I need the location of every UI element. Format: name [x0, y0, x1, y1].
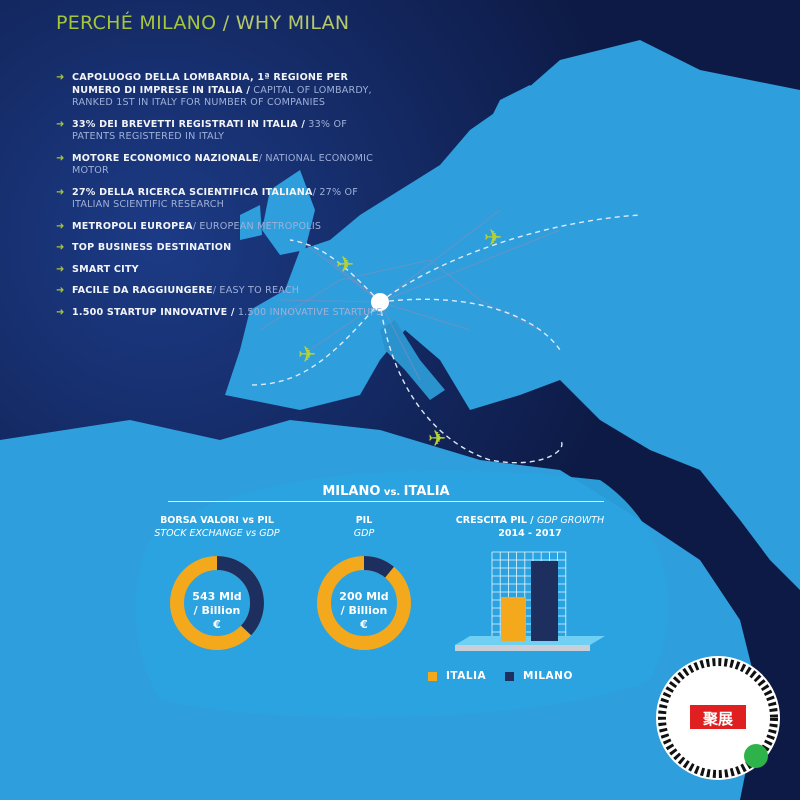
reason-item: ➜ 27% DELLA RICERCA SCIENTIFICA ITALIANA/…	[56, 186, 358, 211]
arrow-icon: ➜	[56, 72, 65, 83]
airplane-icons: ✈ ✈ ✈ ✈	[298, 226, 502, 452]
bar-italia	[501, 597, 526, 641]
bar-milano	[531, 561, 558, 641]
airplane-icon: ✈	[428, 427, 446, 452]
bar-chart-gdp-growth	[455, 551, 605, 651]
gdp-growth-caption: CRESCITA PIL / GDP GROWTH 2014 - 2017	[455, 515, 605, 539]
reason-item: ➜ 1.500 STARTUP INNOVATIVE / 1.500 INNOVA…	[56, 306, 383, 318]
gdp-caption: PIL GDP	[353, 515, 375, 539]
airplane-icon: ✈	[298, 343, 316, 368]
badge-text: 聚展	[702, 710, 733, 728]
legend-swatch	[505, 671, 514, 681]
arrow-icon: ➜	[56, 220, 65, 232]
arrow-icon: ➜	[56, 306, 65, 318]
legend-italia: ITALIA	[428, 670, 486, 682]
flight-routes	[249, 214, 641, 464]
reason-item: ➜ METROPOLI EUROPEA/ EUROPEAN METROPOLIS	[56, 220, 322, 232]
reason-item: ➜ TOP BUSINESS DESTINATION	[56, 242, 232, 253]
arrow-icon: ➜	[56, 186, 65, 198]
qr-badge	[656, 656, 780, 780]
donut-chart-gdp	[317, 556, 411, 650]
stock-exchange-caption: BORSA VALORI vs PIL STOCK EXCHANGE vs GDP	[154, 515, 280, 539]
arrow-icon: ➜	[56, 242, 65, 253]
arrow-icon: ➜	[56, 118, 65, 130]
section-title: MILANO vs. ITALIA	[168, 484, 604, 502]
milan-marker	[371, 293, 389, 311]
legend-milano: MILANO	[505, 670, 573, 682]
reason-item: ➜ 33% DEI BREVETTI REGISTRATI IN ITALIA /…	[56, 118, 347, 143]
stock-exchange-value: 543 Mld / Billion €	[192, 590, 242, 631]
arrow-icon: ➜	[56, 152, 65, 164]
reasons-list: ➜ CAPOLUOGO DELLA LOMBARDIA, 1ª REGIONE P…	[56, 72, 386, 328]
legend-swatch	[428, 671, 437, 681]
donut-milano-slice	[317, 556, 411, 650]
gdp-value: 200 Mld / Billion €	[339, 590, 389, 631]
donut-chart-stock-exchange	[170, 556, 264, 650]
reason-item: ➜ MOTORE ECONOMICO NAZIONALE/ NATIONAL EC…	[56, 152, 374, 177]
airplane-icon: ✈	[484, 226, 502, 251]
donut-milano-slice	[170, 556, 264, 650]
reason-item: ➜ FACILE DA RAGGIUNGERE/ EASY TO REACH	[56, 285, 300, 296]
arrow-icon: ➜	[56, 285, 65, 296]
arrow-icon: ➜	[56, 263, 65, 275]
page-title: PERCHÉ MILANO / WHY MILAN	[56, 12, 350, 34]
reason-item: ➜ CAPOLUOGO DELLA LOMBARDIA, 1ª REGIONE P…	[56, 72, 372, 108]
airplane-icon: ✈	[336, 253, 354, 278]
reason-item: ➜ SMART CITY	[56, 263, 139, 275]
